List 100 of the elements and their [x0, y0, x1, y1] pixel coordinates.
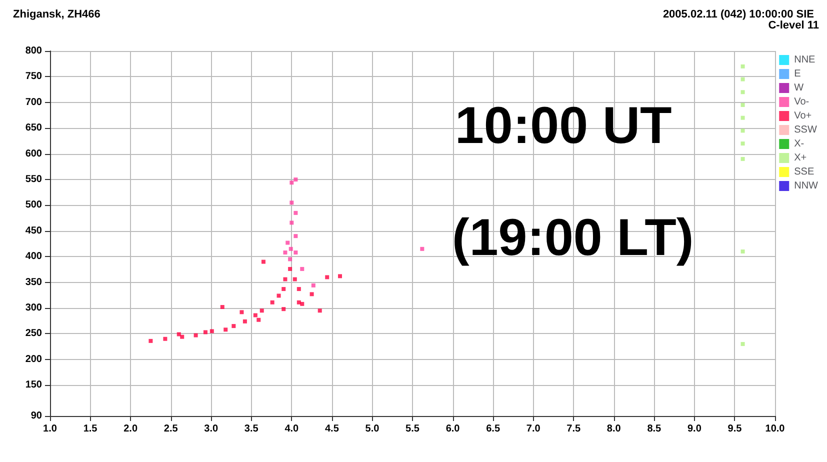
y-tick-label: 600 — [25, 148, 42, 160]
text: C-level 11 — [768, 20, 820, 32]
point — [270, 300, 274, 304]
point — [338, 274, 342, 278]
point — [232, 324, 236, 328]
y-tick-label: 90 — [30, 410, 42, 422]
chart-subtitle: 2005.02.11 (042) 10:00:00 SIE — [662, 8, 814, 20]
point — [290, 180, 294, 185]
x-tick-label: 4.5 — [324, 424, 340, 434]
point — [210, 329, 214, 334]
legend-label: SSW — [794, 124, 818, 136]
x-tick-label: 3.5 — [244, 424, 259, 434]
point — [300, 302, 304, 306]
point — [740, 90, 745, 94]
point — [288, 266, 292, 271]
legend-label: Vo- — [794, 96, 810, 108]
point — [163, 336, 168, 341]
point — [740, 77, 745, 82]
point — [180, 334, 184, 339]
point — [294, 178, 298, 182]
y-tick-label: 400 — [25, 251, 42, 262]
point — [740, 64, 745, 68]
point — [240, 310, 244, 314]
x-tick-label: 7.5 — [566, 424, 581, 434]
point — [203, 330, 208, 334]
point — [740, 249, 745, 254]
point — [260, 308, 264, 313]
point — [290, 200, 294, 205]
x-tick-label: 6.5 — [486, 424, 500, 434]
point — [310, 292, 314, 296]
point — [286, 240, 290, 245]
legend-label: NNW — [794, 180, 819, 192]
x-tick-label: 10.0 — [765, 424, 786, 434]
x-tick-label: 2.0 — [124, 424, 138, 434]
point — [220, 305, 224, 310]
point — [282, 307, 286, 312]
x-tick-label: 1.0 — [43, 424, 58, 434]
point — [300, 266, 304, 271]
point — [256, 318, 261, 322]
point — [311, 283, 316, 288]
point — [283, 277, 288, 282]
x-tick-label: 8.0 — [606, 424, 622, 434]
annotation: 10:00 UT — [455, 97, 672, 155]
point — [282, 287, 286, 292]
point — [740, 128, 745, 133]
point — [325, 275, 330, 280]
point — [261, 260, 266, 264]
point — [420, 246, 424, 251]
point — [194, 333, 198, 338]
legend-label: W — [794, 82, 804, 94]
y-tick-label: 750 — [25, 71, 42, 82]
y-tick-label: 450 — [25, 225, 42, 236]
x-tick-label: 4.0 — [284, 424, 300, 434]
point — [740, 116, 745, 120]
y-tick-label: 500 — [25, 200, 42, 211]
chart-title: Zhigansk, ZH466 — [13, 8, 100, 20]
point — [148, 338, 153, 343]
legend-label: X- — [794, 138, 804, 150]
y-tick-label: 300 — [25, 302, 42, 314]
legend-label: E — [794, 68, 802, 80]
legend-label: SSE — [794, 166, 814, 178]
x-tick-label: 5.5 — [406, 424, 420, 434]
point — [292, 277, 297, 282]
x-tick-label: 7.0 — [526, 424, 541, 434]
y-tick-label: 700 — [25, 96, 42, 108]
point — [283, 250, 288, 255]
y-tick-label: 250 — [25, 328, 42, 340]
legend-label: NNE — [794, 54, 816, 66]
x-tick-label: 6.0 — [446, 424, 460, 434]
point — [740, 102, 745, 107]
point — [740, 142, 745, 146]
point — [288, 257, 292, 262]
y-tick-label: 650 — [25, 122, 42, 134]
y-tick-label: 350 — [25, 276, 42, 288]
point — [294, 234, 298, 238]
legend-label: Vo+ — [794, 110, 812, 122]
annotation: (19:00 LT) — [452, 209, 694, 267]
y-tick-label: 150 — [25, 380, 42, 391]
y-tick-label: 800 — [25, 46, 42, 56]
point — [242, 319, 247, 324]
y-tick-label: 200 — [25, 354, 42, 365]
legend-label: X+ — [794, 152, 807, 164]
point — [740, 342, 745, 346]
point — [276, 294, 281, 298]
point — [253, 313, 258, 318]
point — [176, 332, 181, 336]
point — [294, 210, 298, 215]
point — [288, 246, 293, 251]
x-tick-label: 9.0 — [687, 424, 702, 434]
point — [224, 328, 228, 332]
x-tick-label: 9.5 — [728, 424, 742, 434]
point — [296, 287, 301, 292]
point — [290, 220, 294, 225]
x-tick-label: 1.5 — [83, 424, 98, 434]
point — [740, 156, 745, 161]
point — [318, 308, 322, 313]
y-tick-label: 550 — [25, 174, 42, 186]
x-tick-label: 5.0 — [365, 424, 380, 434]
x-tick-label: 3.0 — [204, 424, 218, 434]
x-tick-label: 8.5 — [647, 424, 662, 434]
